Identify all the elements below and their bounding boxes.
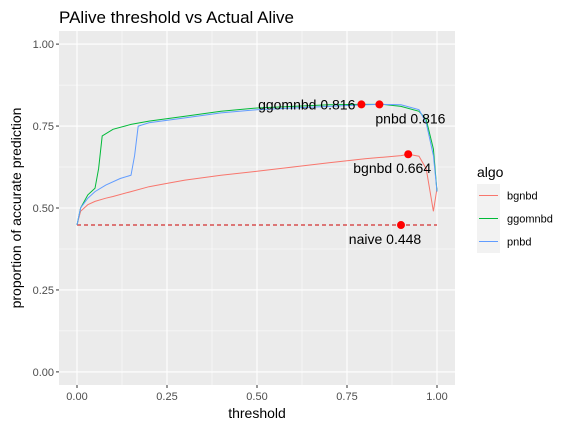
y-axis-ticks: 0.00 0.25 0.50 0.75 1.00 (33, 39, 59, 379)
plot-title: PAlive threshold vs Actual Alive (59, 8, 294, 27)
legend-keys: bgnbd ggomnbd pnbd (477, 184, 553, 253)
series-line-ggomnbd (76, 103, 438, 226)
series-line-pnbd (76, 103, 438, 226)
point-annotations: ggomnbd 0.816 pnbd 0.816 bgnbd 0.664 naive … (258, 96, 446, 247)
series-lines (76, 103, 438, 226)
y-tick-label: 1.00 (33, 39, 54, 51)
legend-label-pnbd: pnbd (507, 237, 531, 249)
x-tick-label: 0.00 (66, 391, 87, 403)
gridlines (59, 31, 455, 385)
x-axis-ticks: 0.00 0.25 0.50 0.75 1.00 (66, 385, 448, 403)
legend-label-ggomnbd: ggomnbd (507, 214, 553, 226)
x-tick-label: 0.75 (336, 391, 357, 403)
y-tick-label: 0.25 (33, 285, 54, 297)
highlight-point (397, 221, 405, 230)
highlight-points (357, 100, 413, 230)
highlight-point (357, 100, 366, 109)
x-tick-label: 0.25 (156, 391, 177, 403)
legend: algo bgnbd ggomnbd pnbd (477, 164, 553, 253)
y-axis-title: proportion of accurate prediction (8, 108, 24, 309)
legend-label-bgnbd: bgnbd (507, 191, 538, 203)
y-tick-label: 0.75 (33, 121, 54, 133)
highlight-point (375, 100, 384, 109)
y-tick-label: 0.00 (33, 367, 54, 379)
highlight-point (404, 150, 413, 159)
point-label: bgnbd 0.664 (353, 160, 431, 176)
legend-title: algo (477, 164, 504, 180)
y-tick-label: 0.50 (33, 203, 54, 215)
point-label: naive 0.448 (349, 231, 422, 247)
x-axis-title: threshold (228, 405, 286, 421)
series-line-bgnbd (76, 153, 438, 226)
point-label: ggomnbd 0.816 (258, 96, 356, 112)
x-tick-label: 1.00 (426, 391, 447, 403)
x-tick-label: 0.50 (246, 391, 267, 403)
point-label: pnbd 0.816 (375, 110, 445, 126)
